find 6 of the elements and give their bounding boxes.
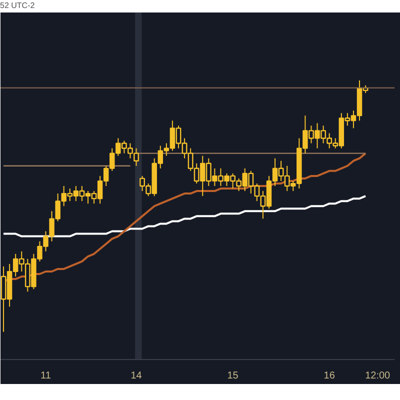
x-tick-label: 11 bbox=[40, 370, 52, 382]
text: 52 UTC-2 bbox=[0, 0, 35, 12]
x-tick-label: 14 bbox=[130, 370, 142, 382]
x-tick-label: 16 bbox=[324, 370, 336, 382]
x-tick-label: 15 bbox=[227, 370, 239, 382]
x-tick-label: 12:00 bbox=[365, 370, 391, 382]
